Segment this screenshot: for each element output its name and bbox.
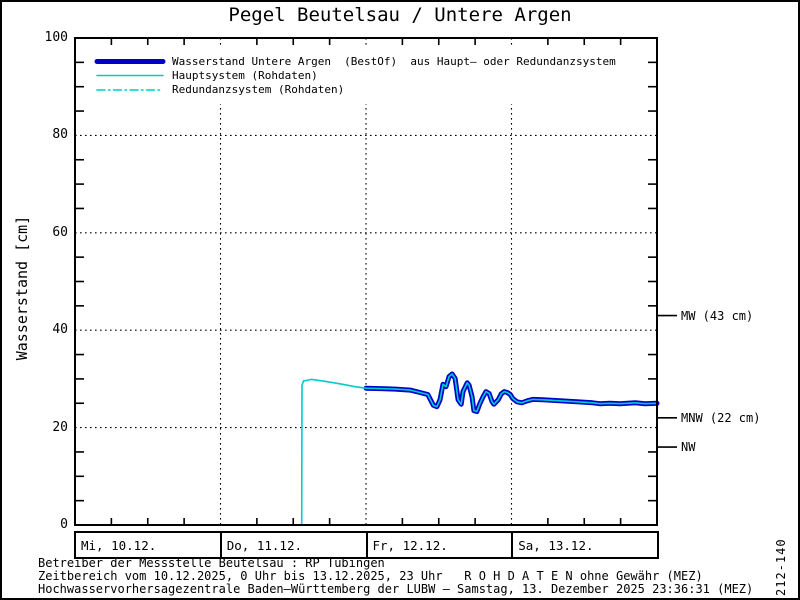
date-label: Fr, 12.12. — [372, 537, 448, 553]
marker-label-mnw: MNW (22 cm) — [681, 410, 761, 425]
footer-source-timestamp: Hochwasservorhersagezentrale Baden–Württ… — [38, 582, 754, 596]
y-tick-label: 40 — [52, 322, 68, 338]
hauptsystem-curve — [74, 373, 658, 526]
legend-background — [88, 47, 628, 104]
y-tick-label: 20 — [52, 419, 68, 435]
plot-id: 212-140 — [774, 538, 788, 596]
date-cell: Sa, 13.12. — [511, 533, 657, 557]
date-label: Sa, 13.12. — [518, 537, 594, 553]
date-cell: Do, 11.12. — [219, 533, 366, 557]
y-tick-label: 80 — [52, 127, 68, 143]
marker-label-nw: NW — [681, 440, 696, 455]
plot-border — [74, 37, 658, 526]
y-tick-label: 100 — [44, 29, 68, 45]
date-cell: Fr, 12.12. — [365, 533, 512, 557]
marker-label-mw: MW (43 cm) — [681, 308, 754, 323]
legend-entry-bestof: Wasserstand Untere Argen (BestOf) aus Ha… — [172, 55, 616, 68]
footer-timerange: Zeitbereich vom 10.12.2025, 0 Uhr bis 13… — [38, 569, 703, 583]
legend-entry-redundanzsystem: Redundanzsystem (Rohdaten) — [172, 83, 345, 96]
date-label: Do, 11.12. — [226, 537, 303, 553]
page-title: Pegel Beutelsau / Untere Argen — [228, 4, 572, 26]
footer-operator: Betreiber der Messstelle Beutelsau : RP … — [38, 556, 385, 570]
bestof-curve — [363, 371, 660, 414]
y-tick-label: 60 — [52, 224, 68, 240]
date-cell: Mi, 10.12. — [76, 533, 220, 557]
x-axis-date-row: Mi, 10.12. Do, 11.12. Fr, 12.12. Sa, 13.… — [74, 531, 659, 559]
y-tick-label: 0 — [60, 516, 68, 532]
date-label: Mi, 10.12. — [81, 537, 157, 553]
legend-entry-hauptsystem: Hauptsystem (Rohdaten) — [172, 69, 318, 82]
